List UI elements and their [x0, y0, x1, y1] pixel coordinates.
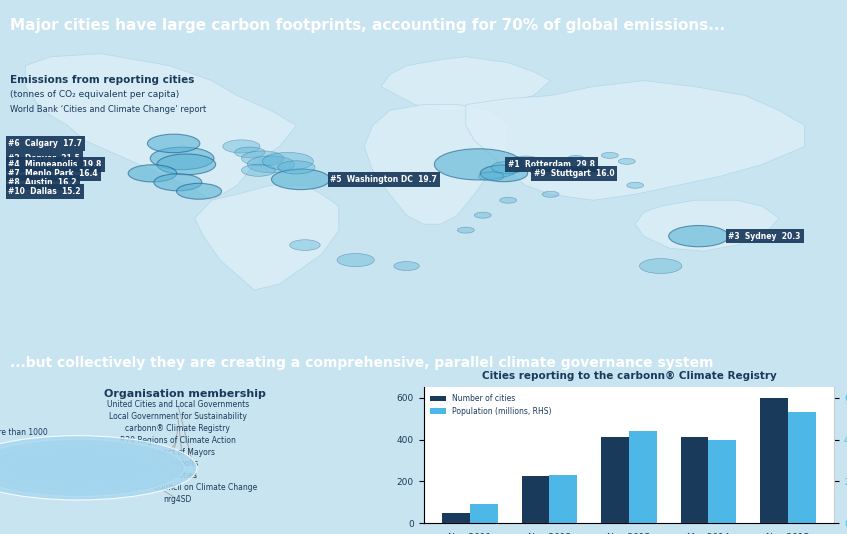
Circle shape [542, 191, 559, 197]
Text: Metropolis: Metropolis [158, 459, 198, 468]
Circle shape [394, 262, 419, 271]
Circle shape [435, 149, 523, 180]
Text: World Bank ‘Cities and Climate Change’ report: World Bank ‘Cities and Climate Change’ r… [10, 105, 207, 114]
Bar [680, 437, 708, 523]
Circle shape [154, 174, 202, 191]
Bar [522, 476, 550, 523]
Circle shape [479, 172, 504, 181]
Circle shape [247, 156, 295, 172]
Text: ...but collectively they are creating a comprehensive, parallel climate governan: ...but collectively they are creating a … [10, 356, 714, 370]
Text: #3  Sydney  20.3: #3 Sydney 20.3 [728, 232, 800, 241]
Polygon shape [381, 57, 551, 111]
Text: #2  Denver  21.5: #2 Denver 21.5 [8, 154, 80, 163]
Text: #7  Menlo Park  16.4: #7 Menlo Park 16.4 [8, 169, 98, 178]
Circle shape [278, 161, 315, 174]
Text: #10  Dallas  15.2: #10 Dallas 15.2 [8, 187, 81, 196]
Polygon shape [635, 200, 779, 251]
Text: C40 Cities: C40 Cities [158, 471, 197, 480]
Circle shape [627, 182, 644, 189]
Text: #9  Stuttgart  16.0: #9 Stuttgart 16.0 [534, 169, 614, 178]
Bar [601, 437, 628, 523]
Ellipse shape [52, 461, 105, 475]
Text: #6  Calgary  17.7: #6 Calgary 17.7 [8, 139, 82, 148]
Ellipse shape [14, 450, 143, 485]
Circle shape [263, 152, 313, 170]
Circle shape [510, 156, 540, 167]
Circle shape [480, 165, 528, 182]
Circle shape [176, 183, 222, 199]
Text: Major cities have large carbon footprints, accounting for 70% of global emission: Major cities have large carbon footprint… [10, 18, 725, 33]
Circle shape [549, 161, 569, 168]
Circle shape [223, 140, 260, 153]
Text: More than 1000: More than 1000 [0, 428, 47, 437]
Circle shape [583, 167, 603, 174]
Polygon shape [195, 185, 339, 290]
Circle shape [147, 134, 200, 153]
Circle shape [529, 166, 555, 175]
Circle shape [241, 164, 275, 176]
Bar [628, 431, 656, 523]
Ellipse shape [25, 453, 131, 482]
Bar [708, 439, 736, 523]
Ellipse shape [32, 456, 125, 480]
Ellipse shape [41, 458, 116, 478]
Text: Organisation membership: Organisation membership [104, 389, 266, 399]
Text: World Mayors Council on Climate Change: World Mayors Council on Climate Change [99, 483, 257, 492]
Circle shape [474, 212, 491, 218]
Text: nrg4SD: nrg4SD [163, 495, 192, 504]
Circle shape [639, 258, 682, 273]
Text: carbonn® Climate Registry: carbonn® Climate Registry [125, 424, 230, 433]
Ellipse shape [0, 436, 197, 500]
Text: #8  Austin  16.2: #8 Austin 16.2 [8, 178, 77, 187]
Circle shape [668, 225, 729, 247]
Bar [760, 398, 788, 523]
Circle shape [290, 240, 320, 250]
Circle shape [337, 254, 374, 266]
Polygon shape [466, 81, 805, 200]
Text: #4  Minneapolis  19.8: #4 Minneapolis 19.8 [8, 160, 102, 169]
Bar [788, 412, 816, 523]
Circle shape [235, 147, 265, 158]
Polygon shape [364, 105, 508, 224]
Bar [550, 475, 578, 523]
Ellipse shape [3, 447, 153, 488]
Ellipse shape [0, 439, 185, 497]
Circle shape [567, 155, 584, 161]
Circle shape [150, 147, 214, 170]
Circle shape [128, 165, 177, 182]
Circle shape [457, 227, 474, 233]
Circle shape [500, 197, 517, 203]
Circle shape [601, 152, 618, 159]
Text: United Cities and Local Governments: United Cities and Local Governments [107, 400, 249, 410]
Text: Compact of Mayors: Compact of Mayors [141, 447, 215, 457]
Ellipse shape [0, 443, 170, 493]
Text: #5  Washington DC  19.7: #5 Washington DC 19.7 [330, 175, 437, 184]
Text: 50: 50 [73, 471, 84, 480]
Legend: Number of cities, Population (millions, RHS): Number of cities, Population (millions, … [428, 391, 554, 419]
Bar [442, 513, 470, 523]
Circle shape [491, 161, 525, 174]
Text: Local Government for Sustainability: Local Government for Sustainability [109, 412, 246, 421]
Circle shape [272, 169, 329, 190]
Text: (tonnes of CO₂ equivalent per capita): (tonnes of CO₂ equivalent per capita) [10, 90, 180, 99]
Bar [470, 505, 498, 523]
Circle shape [241, 151, 284, 166]
Polygon shape [25, 54, 296, 200]
Text: #1  Rotterdam  29.8: #1 Rotterdam 29.8 [508, 160, 595, 169]
Circle shape [618, 159, 635, 164]
Text: Emissions from reporting cities: Emissions from reporting cities [10, 75, 195, 85]
Text: R20 Regions of Climate Action: R20 Regions of Climate Action [120, 436, 235, 445]
Title: Cities reporting to the carbonn® Climate Registry: Cities reporting to the carbonn® Climate… [482, 371, 776, 381]
Circle shape [157, 154, 216, 175]
